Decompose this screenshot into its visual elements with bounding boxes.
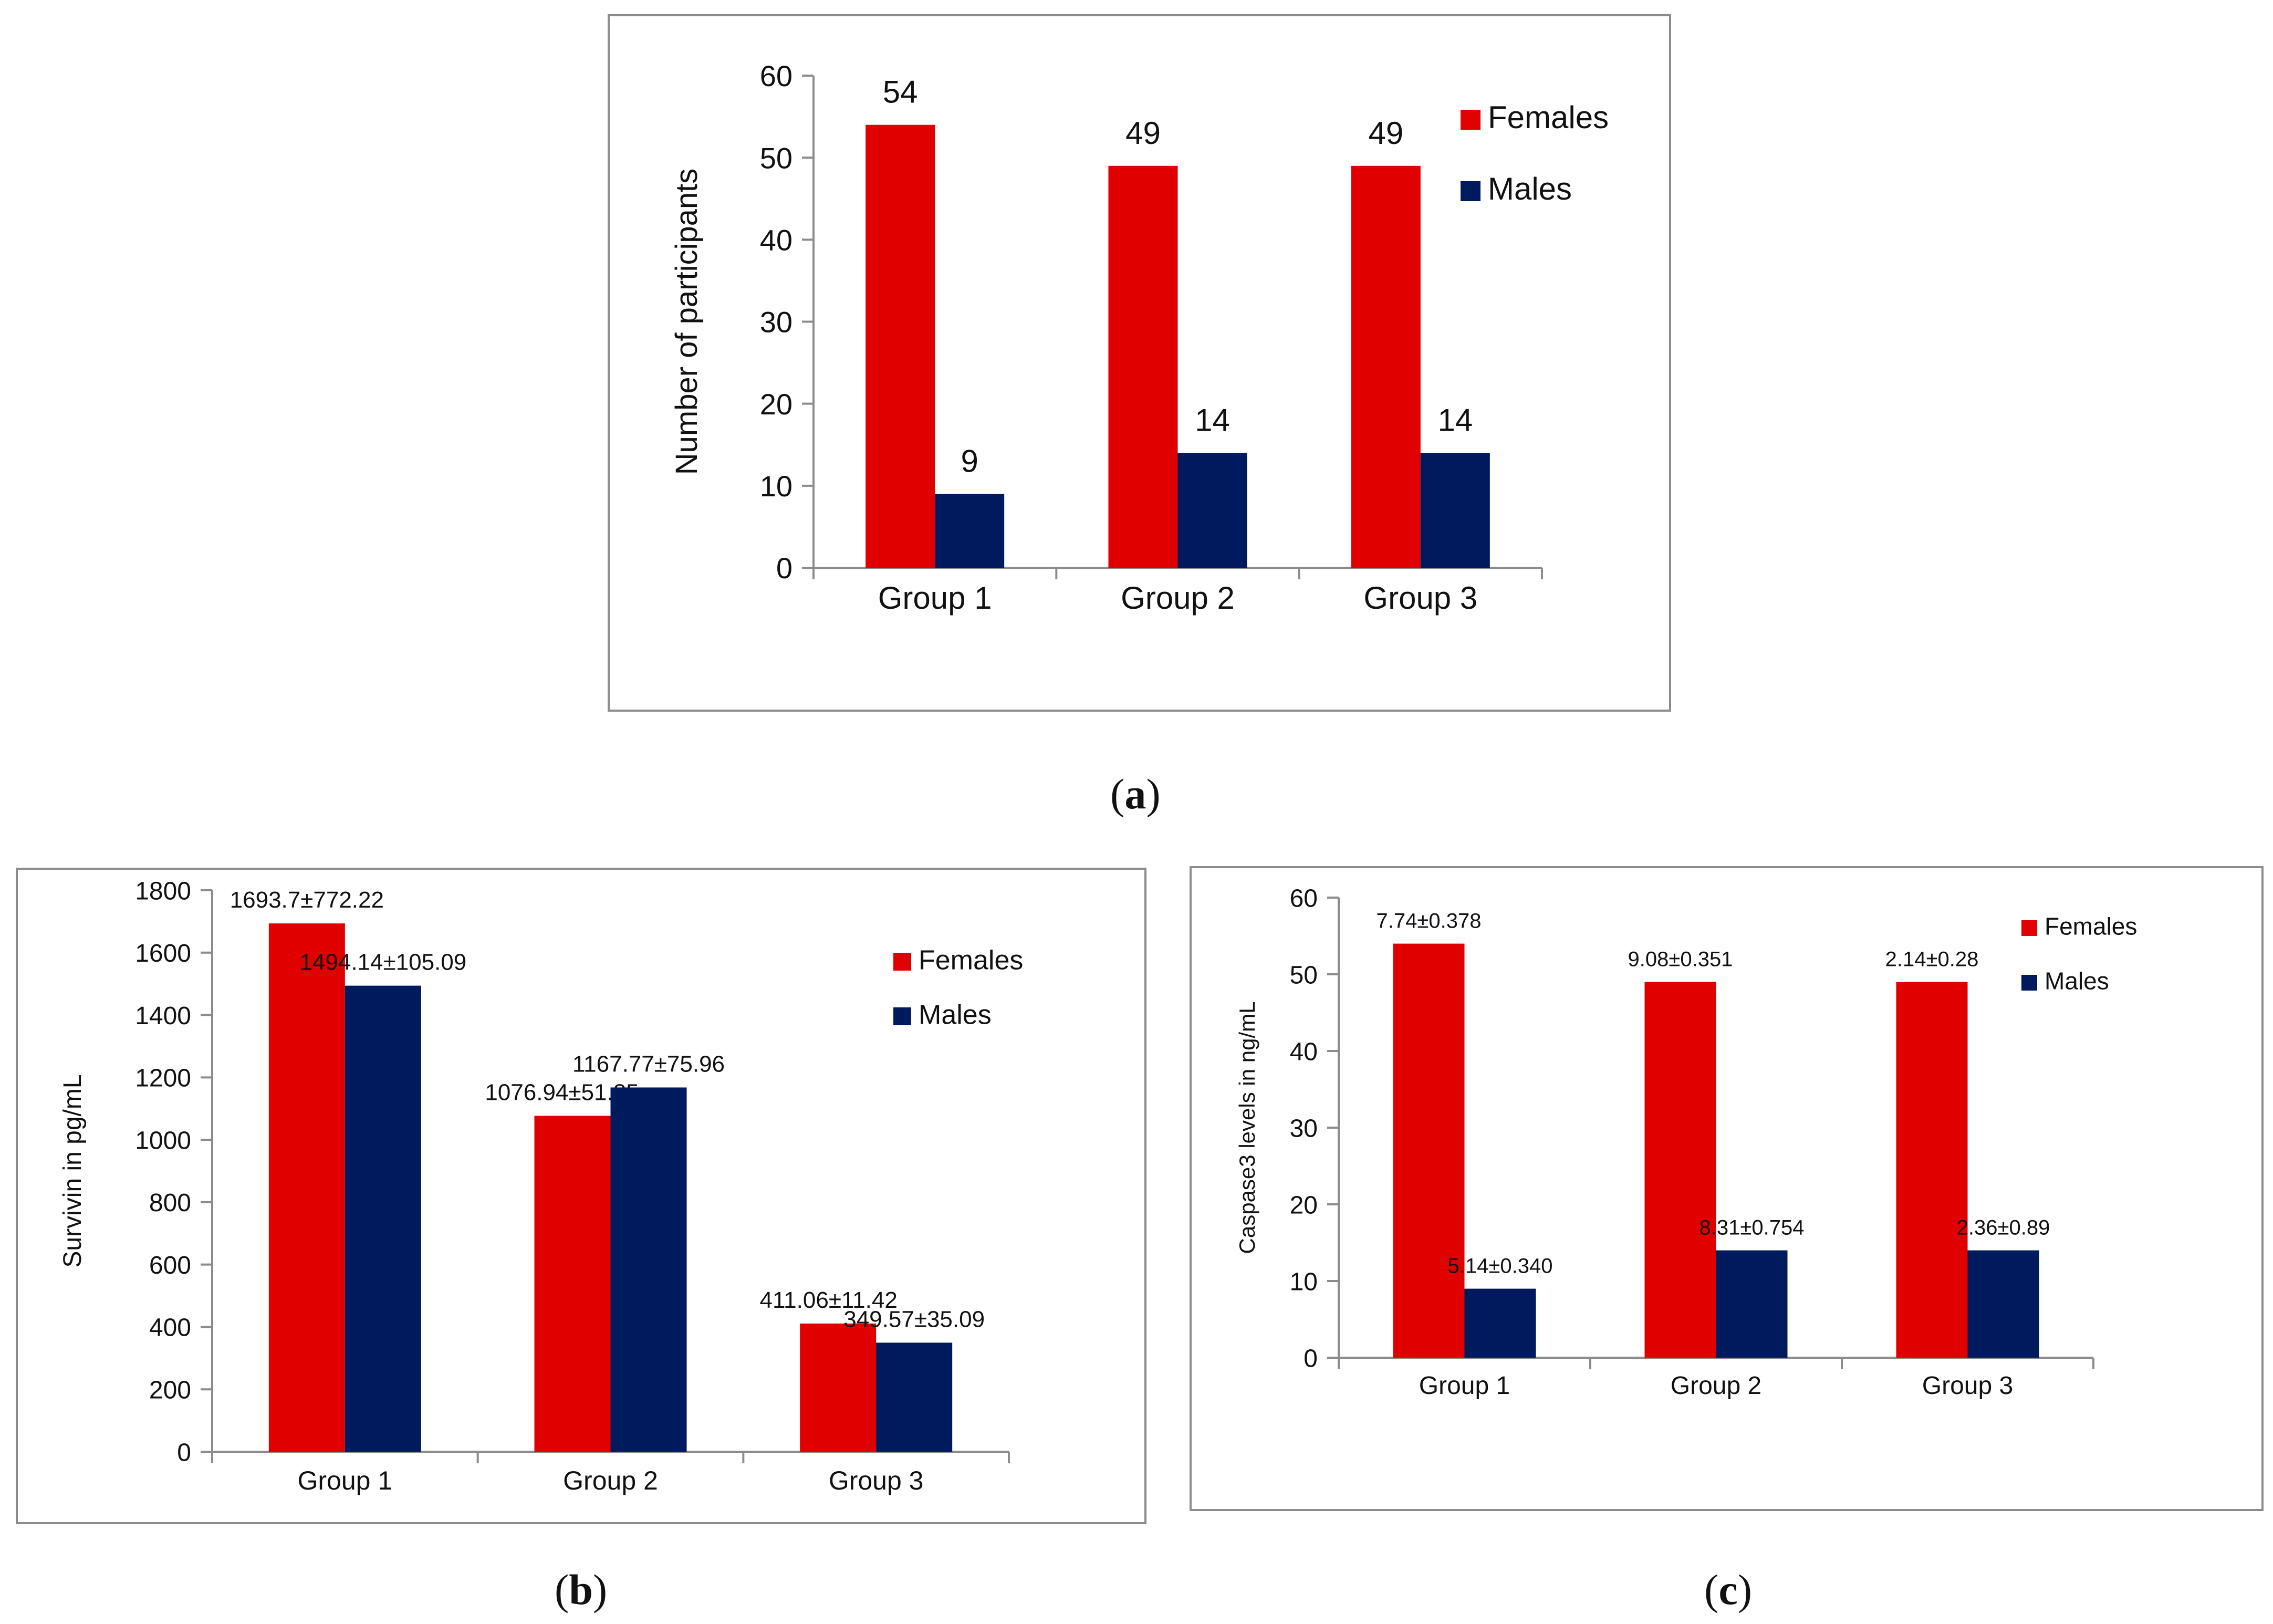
y-tick-label: 30 — [760, 306, 793, 339]
bar-males-group-1 — [345, 985, 421, 1452]
y-axis-title: Survivin in pg/mL — [59, 1074, 87, 1267]
y-tick-label: 1000 — [135, 1127, 191, 1154]
data-label-males: 9 — [961, 443, 978, 478]
y-tick-label: 10 — [1290, 1268, 1318, 1296]
y-tick-label: 40 — [1290, 1038, 1318, 1066]
data-label-males: 14 — [1437, 402, 1473, 438]
y-tick-label: 1400 — [135, 1002, 191, 1030]
bar-females-group-3 — [1351, 165, 1421, 568]
y-tick-label: 1600 — [135, 940, 191, 967]
legend-label-females: Females — [1488, 100, 1609, 135]
bar-females-group-2 — [1108, 165, 1178, 568]
y-tick-label: 50 — [1290, 961, 1318, 989]
x-tick-label: Group 1 — [297, 1466, 392, 1495]
data-label-males: 2.36±0.89 — [1957, 1216, 2050, 1240]
x-tick-label: Group 1 — [878, 580, 992, 616]
y-tick-label: 0 — [1304, 1345, 1318, 1372]
data-label-females: 1693.7±772.22 — [230, 887, 384, 913]
bar-males-group-3 — [1967, 1250, 2039, 1358]
bar-males-group-3 — [876, 1342, 953, 1452]
legend-swatch-females — [1461, 110, 1480, 130]
y-tick-label: 0 — [177, 1439, 191, 1466]
legend-swatch-males — [1461, 181, 1480, 201]
legend-label-females: Females — [919, 945, 1023, 975]
y-tick-label: 20 — [760, 388, 793, 421]
chart-a: 0 10 20 30 40 50 60 Number of participants 54 9 Gr… — [670, 59, 1609, 616]
caption-c: (c) — [1704, 1566, 1753, 1613]
legend-label-males: Males — [919, 1000, 992, 1030]
y-tick-label: 0 — [776, 551, 793, 585]
bar-females-group-1 — [1393, 943, 1465, 1358]
chart-c: 0 10 20 30 40 50 60 Caspase3 levels in ng/mL 7.7… — [1235, 884, 2137, 1400]
legend-swatch-females — [893, 953, 911, 971]
data-label-males: 8.31±0.754 — [1699, 1216, 1805, 1240]
bar-males-group-2 — [1177, 453, 1247, 568]
legend-swatch-males — [893, 1007, 911, 1025]
data-label-males: 349.57±35.09 — [843, 1306, 985, 1332]
y-tick-label: 60 — [760, 59, 793, 92]
y-tick-label: 20 — [1290, 1191, 1318, 1219]
y-tick-label: 50 — [760, 141, 793, 174]
x-tick-label: Group 3 — [1363, 580, 1477, 616]
y-tick-label: 200 — [149, 1377, 191, 1404]
chart-panel-a: 0 10 20 30 40 50 60 Number of participants 54 9 Gr… — [608, 14, 1671, 712]
caption-a: (a) — [1110, 770, 1161, 818]
data-label-females: 49 — [1125, 116, 1161, 151]
x-tick-label: Group 3 — [829, 1466, 924, 1495]
legend-label-males: Males — [1488, 171, 1572, 206]
legend-label-males: Males — [2045, 967, 2109, 995]
bar-females-group-2 — [534, 1116, 611, 1452]
chart-panel-c: 0 10 20 30 40 50 60 Caspase3 levels in ng/mL 7.7… — [1190, 866, 2264, 1511]
data-label-females: 411.06±11.42 — [760, 1287, 898, 1313]
bar-males-group-3 — [1420, 453, 1490, 568]
data-label-females: 49 — [1368, 116, 1403, 151]
bar-females-group-3 — [800, 1323, 877, 1452]
bar-males-group-2 — [610, 1087, 687, 1452]
y-tick-label: 400 — [149, 1314, 191, 1342]
y-tick-label: 60 — [1290, 884, 1318, 912]
legend-label-females: Females — [2045, 913, 2137, 940]
y-tick-label: 40 — [760, 223, 793, 256]
chart-b: 0 200 400 600 800 1000 1200 1400 1600 1800 Survivi… — [59, 877, 1023, 1495]
x-tick-label: Group 1 — [1419, 1372, 1510, 1400]
bar-females-group-1 — [866, 124, 935, 568]
x-tick-label: Group 2 — [563, 1466, 658, 1495]
bar-males-group-1 — [1464, 1288, 1536, 1358]
bar-males-group-2 — [1716, 1250, 1788, 1358]
data-label-males: 5.14±0.340 — [1448, 1255, 1553, 1278]
data-label-females: 7.74±0.378 — [1377, 910, 1482, 933]
y-tick-label: 10 — [760, 470, 793, 503]
caption-b: (b) — [555, 1566, 608, 1613]
bar-females-group-2 — [1644, 982, 1716, 1358]
data-label-males: 1167.77±75.96 — [572, 1051, 725, 1077]
x-tick-label: Group 2 — [1671, 1372, 1761, 1400]
bar-females-group-3 — [1896, 982, 1968, 1358]
y-tick-label: 1200 — [135, 1065, 191, 1092]
y-tick-label: 30 — [1290, 1115, 1318, 1142]
x-tick-label: Group 2 — [1121, 580, 1235, 616]
y-tick-label: 600 — [149, 1252, 191, 1279]
y-axis-title: Number of participants — [670, 169, 704, 475]
data-label-females: 9.08±0.351 — [1628, 948, 1733, 971]
y-axis-title: Caspase3 levels in ng/mL — [1235, 1002, 1259, 1254]
y-tick-label: 800 — [149, 1189, 191, 1217]
y-tick-label: 1800 — [135, 877, 191, 905]
legend-swatch-females — [2021, 920, 2037, 936]
legend-swatch-males — [2021, 975, 2037, 991]
bar-males-group-1 — [935, 494, 1005, 568]
data-label-males: 1494.14±105.09 — [299, 950, 466, 975]
data-label-males: 14 — [1195, 402, 1230, 438]
chart-panel-b: 0 200 400 600 800 1000 1200 1400 1600 1800 Survivi… — [16, 868, 1146, 1524]
data-label-females: 54 — [883, 75, 918, 110]
data-label-females: 2.14±0.28 — [1885, 948, 1979, 971]
x-tick-label: Group 3 — [1922, 1372, 2013, 1400]
bar-females-group-1 — [268, 923, 345, 1452]
